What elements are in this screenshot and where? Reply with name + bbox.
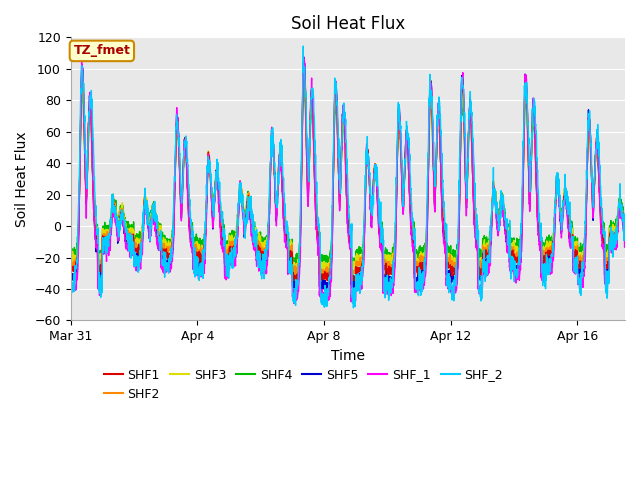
SHF3 [458, 95, 466, 100]
SHF5 [362, 178, 370, 184]
SHF3 [147, 216, 154, 221]
SHF4 [67, 252, 74, 257]
SHF3 [556, 195, 563, 201]
SHF1 [362, 174, 370, 180]
SHF1 [67, 263, 74, 269]
SHF_2 [300, 43, 307, 49]
SHF5 [322, 287, 330, 292]
SHF_1 [290, 300, 298, 306]
SHF1 [559, 205, 567, 211]
SHF4 [270, 170, 278, 176]
SHF_1 [621, 236, 629, 241]
SHF2 [300, 69, 308, 75]
SHF4 [556, 198, 563, 204]
SHF5 [559, 212, 567, 218]
SHF_2 [559, 201, 567, 206]
SHF_1 [559, 214, 567, 220]
SHF3 [67, 254, 74, 260]
Y-axis label: Soil Heat Flux: Soil Heat Flux [15, 131, 29, 227]
SHF_2 [147, 238, 154, 244]
SHF2 [67, 257, 74, 263]
SHF3 [270, 166, 278, 171]
SHF5 [67, 270, 74, 276]
SHF1 [458, 76, 466, 82]
Line: SHF1: SHF1 [70, 63, 625, 281]
SHF3 [559, 204, 567, 209]
SHF_1 [147, 232, 154, 238]
SHF2 [559, 204, 567, 210]
Line: SHF4: SHF4 [70, 91, 625, 264]
SHF2 [556, 200, 563, 206]
SHF1 [621, 234, 629, 240]
SHF4 [362, 175, 370, 180]
SHF4 [292, 262, 300, 267]
SHF_2 [270, 160, 278, 166]
SHF1 [300, 60, 308, 66]
SHF3 [621, 223, 629, 229]
Legend: SHF1, SHF2, SHF3, SHF4, SHF5, SHF_1, SHF_2: SHF1, SHF2, SHF3, SHF4, SHF5, SHF_1, SHF… [99, 363, 508, 406]
SHF4 [458, 99, 466, 105]
SHF_1 [362, 183, 370, 189]
SHF_1 [67, 285, 74, 290]
SHF5 [300, 54, 308, 60]
SHF1 [290, 278, 298, 284]
SHF_2 [349, 305, 357, 311]
SHF_2 [458, 76, 466, 82]
SHF4 [147, 216, 154, 222]
SHF2 [621, 225, 629, 231]
Line: SHF_1: SHF_1 [70, 57, 625, 303]
SHF_1 [270, 161, 278, 167]
SHF_1 [300, 54, 308, 60]
SHF1 [147, 226, 154, 231]
Line: SHF5: SHF5 [70, 57, 625, 289]
Title: Soil Heat Flux: Soil Heat Flux [291, 15, 405, 33]
SHF5 [270, 166, 278, 171]
Text: TZ_fmet: TZ_fmet [74, 45, 131, 58]
SHF5 [458, 72, 466, 78]
SHF5 [147, 230, 154, 236]
SHF_1 [556, 208, 563, 214]
SHF_2 [556, 205, 563, 211]
SHF3 [362, 173, 370, 179]
Line: SHF_2: SHF_2 [70, 46, 625, 308]
SHF2 [458, 87, 466, 93]
SHF2 [362, 170, 370, 176]
X-axis label: Time: Time [331, 349, 365, 363]
SHF4 [300, 88, 308, 94]
SHF_2 [621, 231, 629, 237]
SHF3 [320, 267, 328, 273]
SHF2 [270, 162, 278, 168]
SHF5 [556, 203, 563, 208]
SHF2 [147, 220, 154, 226]
SHF1 [556, 200, 563, 206]
SHF2 [349, 275, 356, 280]
SHF3 [300, 79, 308, 85]
Line: SHF2: SHF2 [70, 72, 625, 277]
SHF5 [621, 235, 629, 241]
SHF_2 [67, 282, 74, 288]
SHF_2 [362, 176, 370, 182]
Line: SHF3: SHF3 [70, 82, 625, 270]
SHF_1 [458, 78, 466, 84]
SHF4 [559, 199, 567, 205]
SHF4 [621, 214, 629, 220]
SHF1 [270, 161, 278, 167]
